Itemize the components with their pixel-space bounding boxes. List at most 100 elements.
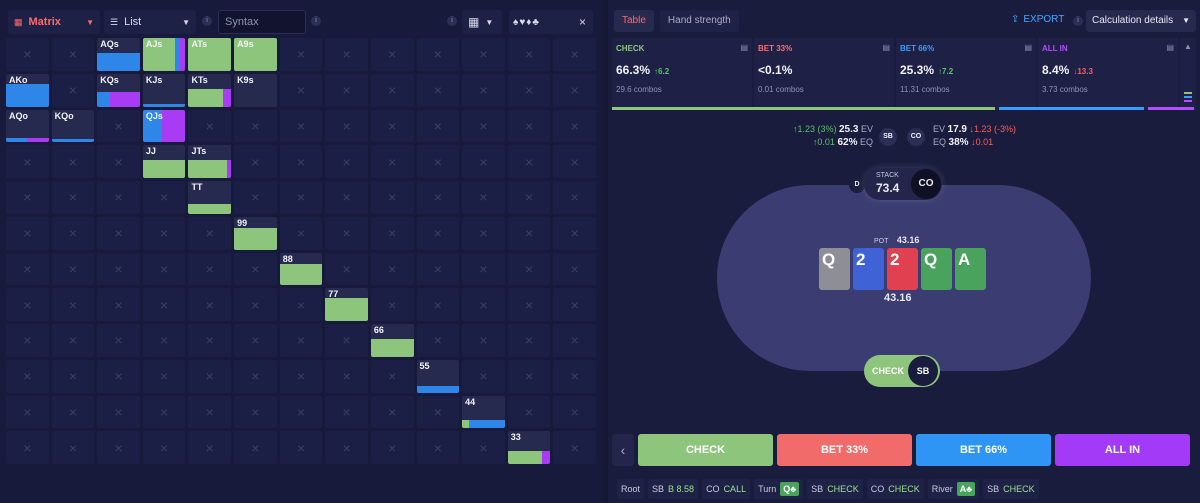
empty-cell[interactable] [142, 252, 186, 286]
syntax-input[interactable]: Syntax [218, 10, 306, 34]
empty-cell[interactable] [325, 181, 368, 214]
empty-cell[interactable] [416, 431, 460, 464]
empty-cell[interactable] [97, 431, 140, 464]
empty-cell[interactable] [51, 38, 95, 71]
empty-cell[interactable] [279, 216, 323, 250]
empty-cell[interactable] [462, 181, 505, 214]
empty-cell[interactable] [51, 431, 95, 464]
action-card[interactable]: ALL IN ▤ 8.4% ↓13.3 3.73 combos [1038, 38, 1178, 110]
history-step[interactable]: SB B 8.58 [648, 479, 699, 499]
empty-cell[interactable] [553, 109, 596, 143]
empty-cell[interactable] [97, 216, 140, 250]
empty-cell[interactable] [507, 38, 551, 71]
empty-cell[interactable] [97, 181, 140, 214]
empty-cell[interactable] [234, 395, 277, 429]
empty-cell[interactable] [51, 181, 95, 214]
info-icon[interactable]: i [311, 16, 321, 26]
empty-cell[interactable] [325, 73, 368, 107]
empty-cell[interactable] [234, 109, 277, 143]
empty-cell[interactable] [507, 359, 551, 393]
empty-cell[interactable] [234, 252, 277, 286]
empty-cell[interactable] [279, 181, 323, 214]
hand-cell[interactable]: KTs [188, 73, 232, 107]
hand-cell[interactable]: KQo [51, 109, 95, 143]
empty-cell[interactable] [507, 109, 551, 143]
co-player-pill[interactable]: STACK 73.4 CO [864, 168, 942, 200]
empty-cell[interactable] [6, 395, 49, 429]
empty-cell[interactable] [507, 324, 551, 357]
history-step[interactable]: SB CHECK [983, 479, 1039, 499]
empty-cell[interactable] [370, 181, 414, 214]
empty-cell[interactable] [142, 431, 186, 464]
action-button[interactable]: CHECK [638, 434, 773, 466]
empty-cell[interactable] [462, 324, 505, 357]
hand-cell[interactable]: AJs [142, 38, 186, 71]
hand-cell[interactable]: K9s [234, 73, 277, 107]
close-icon[interactable]: × [578, 15, 587, 29]
empty-cell[interactable] [97, 145, 140, 178]
empty-cell[interactable] [279, 324, 323, 357]
action-card[interactable]: BET 66% ▤ 25.3% ↑7.2 11.31 combos [896, 38, 1036, 110]
empty-cell[interactable] [279, 145, 323, 178]
empty-cell[interactable] [507, 288, 551, 321]
hand-cell[interactable]: 55 [416, 359, 460, 393]
empty-cell[interactable] [462, 359, 505, 393]
empty-cell[interactable] [6, 38, 49, 71]
empty-cell[interactable] [370, 109, 414, 143]
hand-cell[interactable]: 77 [325, 288, 368, 321]
history-step[interactable]: Root [617, 479, 645, 499]
empty-cell[interactable] [325, 216, 368, 250]
empty-cell[interactable] [234, 324, 277, 357]
empty-cell[interactable] [234, 181, 277, 214]
empty-cell[interactable] [370, 216, 414, 250]
empty-cell[interactable] [51, 395, 95, 429]
empty-cell[interactable] [51, 216, 95, 250]
empty-cell[interactable] [51, 145, 95, 178]
empty-cell[interactable] [416, 395, 460, 429]
empty-cell[interactable] [325, 395, 368, 429]
empty-cell[interactable] [507, 181, 551, 214]
empty-cell[interactable] [325, 109, 368, 143]
empty-cell[interactable] [97, 252, 140, 286]
empty-cell[interactable] [142, 359, 186, 393]
action-button[interactable]: ALL IN [1055, 434, 1190, 466]
empty-cell[interactable] [462, 145, 505, 178]
info-icon[interactable]: i [1073, 16, 1083, 26]
empty-cell[interactable] [416, 73, 460, 107]
empty-cell[interactable] [51, 359, 95, 393]
empty-cell[interactable] [416, 38, 460, 71]
empty-cell[interactable] [279, 109, 323, 143]
empty-cell[interactable] [553, 395, 596, 429]
empty-cell[interactable] [188, 324, 232, 357]
hand-cell[interactable]: 88 [279, 252, 323, 286]
info-icon[interactable]: i [202, 16, 212, 26]
empty-cell[interactable] [6, 359, 49, 393]
hand-cell[interactable]: AQs [97, 38, 140, 71]
empty-cell[interactable] [97, 324, 140, 357]
empty-cell[interactable] [51, 252, 95, 286]
empty-cell[interactable] [507, 252, 551, 286]
empty-cell[interactable] [188, 431, 232, 464]
hand-cell[interactable]: A9s [234, 38, 277, 71]
empty-cell[interactable] [462, 109, 505, 143]
empty-cell[interactable] [553, 181, 596, 214]
empty-cell[interactable] [462, 38, 505, 71]
history-step[interactable]: SB CHECK [807, 479, 863, 499]
empty-cell[interactable] [6, 181, 49, 214]
hand-cell[interactable]: AKo [6, 73, 49, 107]
hand-cell[interactable]: JTs [188, 145, 232, 178]
back-button[interactable]: ‹ [612, 434, 634, 466]
hand-cell[interactable]: KJs [142, 73, 186, 107]
empty-cell[interactable] [6, 252, 49, 286]
empty-cell[interactable] [188, 216, 232, 250]
summary-scroll[interactable]: ▲ [1180, 38, 1196, 110]
empty-cell[interactable] [279, 359, 323, 393]
hand-cell[interactable]: 66 [370, 324, 414, 357]
empty-cell[interactable] [370, 395, 414, 429]
history-step[interactable]: River A♣ [927, 479, 980, 499]
empty-cell[interactable] [279, 431, 323, 464]
empty-cell[interactable] [188, 359, 232, 393]
empty-cell[interactable] [507, 216, 551, 250]
empty-cell[interactable] [553, 216, 596, 250]
empty-cell[interactable] [142, 216, 186, 250]
